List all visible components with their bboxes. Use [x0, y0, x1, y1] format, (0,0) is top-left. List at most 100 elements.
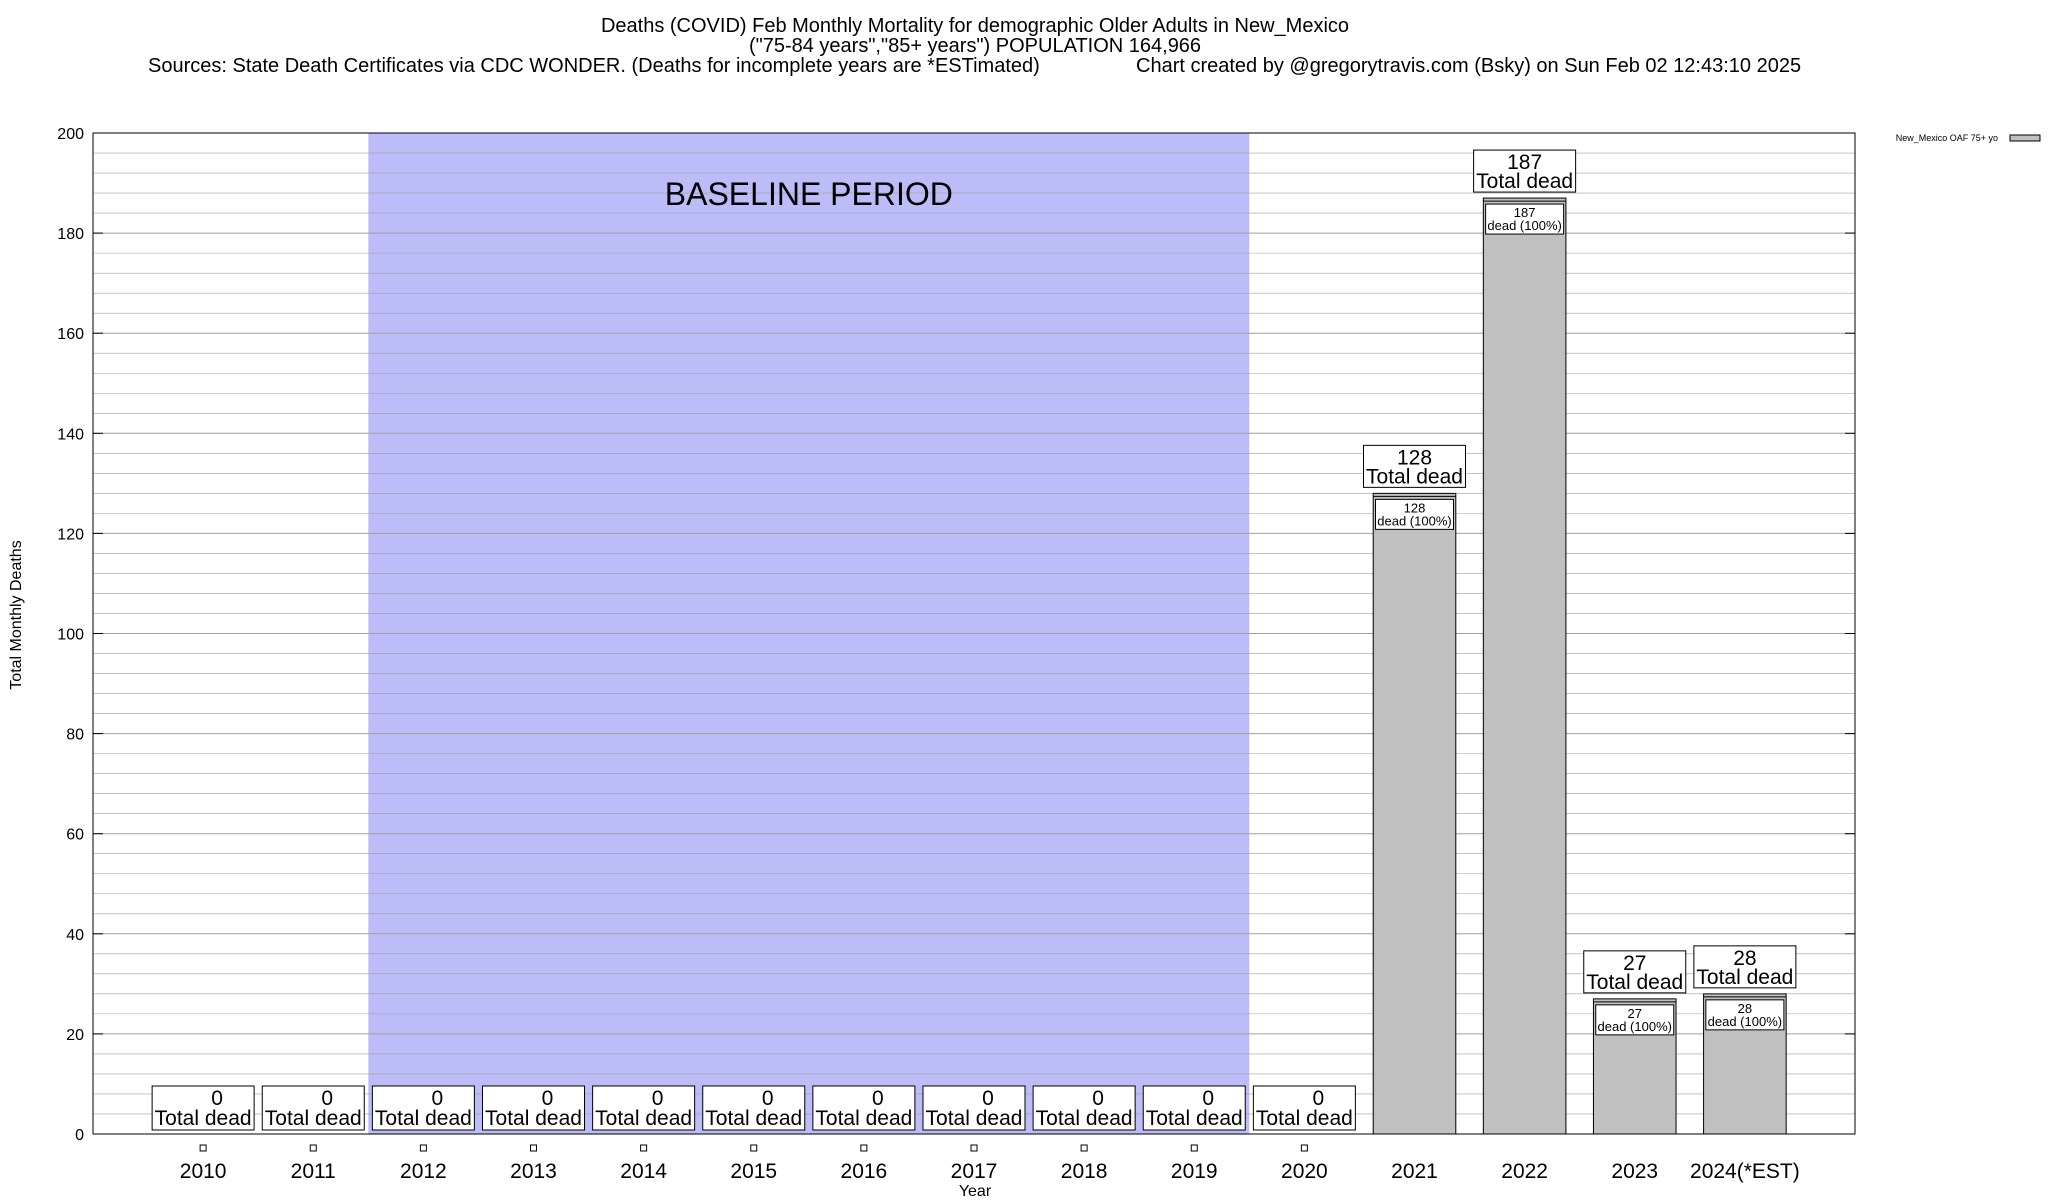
y-tick-label: 80: [66, 727, 84, 744]
bar-pct-box: [1375, 498, 1454, 530]
y-tick-label: 180: [57, 226, 84, 243]
y-axis-label: Total Monthly Deaths: [8, 540, 25, 689]
bar-pct-label: dead (100%): [1487, 218, 1561, 233]
zero-marker: [309, 1144, 317, 1152]
x-axis-label: Year: [959, 1183, 992, 1200]
bar-total-value: 0: [762, 1087, 774, 1110]
bar-pct-value: 187: [1514, 205, 1536, 220]
bar-total-label: Total dead: [1036, 1107, 1133, 1130]
y-tick-label: 160: [57, 326, 84, 343]
bar-pct-value: 28: [1738, 1001, 1752, 1016]
chart-credit: Chart created by @gregorytravis.com (Bsk…: [1136, 55, 1801, 77]
x-tick-label: 2020: [1281, 1160, 1328, 1183]
bar-total-value: 0: [1202, 1087, 1214, 1110]
bar-total-label: Total dead: [1476, 170, 1573, 193]
zero-marker: [530, 1144, 537, 1152]
bar-total-value: 0: [1092, 1087, 1104, 1110]
x-tick-label: 2012: [400, 1160, 447, 1183]
x-tick-label: 2023: [1611, 1160, 1658, 1183]
x-tick-label: 2015: [730, 1160, 777, 1183]
y-tick-label: 200: [57, 126, 84, 143]
bar-total-box: [592, 1085, 696, 1131]
x-tick-label: 2014: [620, 1160, 667, 1183]
x-tick-label: 2017: [951, 1160, 998, 1183]
bar-total-label: Total dead: [595, 1107, 692, 1130]
bar-pct-value: 27: [1628, 1006, 1642, 1021]
bar-total-value: 0: [1313, 1087, 1325, 1110]
bar-total-box: [1142, 1085, 1246, 1131]
bar-total-value: 0: [982, 1087, 994, 1110]
bar-total-box: [261, 1085, 365, 1131]
bar-total-label: Total dead: [1586, 971, 1683, 994]
bar-pct-value: 128: [1404, 500, 1426, 515]
zero-marker: [860, 1144, 868, 1152]
bar-total-label: Total dead: [155, 1107, 252, 1130]
bar-total-box: [1583, 950, 1687, 994]
zero-marker: [419, 1144, 427, 1152]
bar-total-value: 0: [542, 1087, 554, 1110]
bar-total-box: [1252, 1085, 1356, 1131]
bar-pct-label: dead (100%): [1377, 513, 1451, 528]
bar-total-box: [151, 1085, 255, 1131]
x-tick-label: 2024(*EST): [1690, 1160, 1800, 1183]
bar-total-value: 187: [1507, 151, 1542, 174]
x-tick-label: 2022: [1501, 1160, 1548, 1183]
x-tick-label: 2021: [1391, 1160, 1438, 1183]
zero-marker: [750, 1144, 758, 1152]
plot-border: [92, 132, 1856, 1135]
bar-total-value: 27: [1623, 952, 1646, 975]
bar-total-label: Total dead: [1696, 966, 1793, 989]
x-tick-label: 2011: [291, 1160, 336, 1183]
bar-total-box: [371, 1085, 475, 1131]
bar-total-label: Total dead: [926, 1107, 1023, 1130]
chart-sources: Sources: State Death Certificates via CD…: [148, 55, 1040, 77]
bar-total-value: 28: [1733, 947, 1756, 970]
bar-total-value: 128: [1397, 446, 1432, 469]
bar-pct-label: dead (100%): [1708, 1014, 1782, 1029]
x-tick-label: 2016: [841, 1160, 888, 1183]
bar-total-box: [1032, 1085, 1136, 1131]
zero-marker: [1190, 1144, 1198, 1152]
bar-total-label: Total dead: [1146, 1107, 1243, 1130]
bar-pct-box: [1485, 203, 1565, 235]
bar-total-box: [482, 1085, 585, 1131]
bar-total-label: Total dead: [1366, 465, 1463, 488]
bar-total-value: 0: [211, 1087, 223, 1110]
x-tick-label: 2013: [510, 1160, 557, 1183]
bar-total-value: 0: [872, 1087, 884, 1110]
plot-area: BASELINE PERIOD 0 20 40 60 80 100 120 140 160 180 2…: [57, 126, 2041, 1183]
zero-marker: [1080, 1144, 1088, 1152]
bar-pct-box: [1595, 1004, 1675, 1036]
y-tick-label: 40: [66, 927, 84, 944]
bar-total-box: [1473, 149, 1577, 193]
legend-label: New_Mexico OAF 75+ yo: [1896, 133, 1998, 143]
bar-pct-label: dead (100%): [1598, 1019, 1672, 1034]
bar-total-box: [1693, 945, 1797, 989]
bar: [1372, 492, 1457, 1135]
x-tick-label: 2018: [1061, 1160, 1108, 1183]
bar-total-box: [812, 1085, 916, 1131]
chart-title-line1: Deaths (COVID) Feb Monthly Mortality for…: [601, 15, 1349, 37]
chart-title-line2: ("75-84 years","85+ years") POPULATION 1…: [749, 35, 1201, 57]
y-tick-label: 120: [57, 526, 84, 543]
bar-total-box: [702, 1085, 806, 1131]
bar-total-label: Total dead: [265, 1107, 362, 1130]
bar-total-value: 0: [652, 1087, 664, 1110]
x-tick-label: 2010: [180, 1160, 227, 1183]
legend-swatch: [2009, 134, 2041, 142]
y-tick-label: 100: [57, 627, 84, 644]
baseline-label: BASELINE PERIOD: [665, 176, 953, 212]
bar-total-label: Total dead: [375, 1107, 472, 1130]
bar-pct-box: [1705, 999, 1785, 1031]
bar-total-value: 0: [321, 1087, 333, 1110]
y-tick-label: 140: [57, 426, 84, 443]
y-tick-label: 60: [66, 827, 84, 844]
bar-total-box: [1363, 444, 1466, 488]
zero-marker: [199, 1144, 207, 1152]
y-tick-label: 20: [66, 1027, 84, 1044]
x-tick-label: 2019: [1171, 1160, 1218, 1183]
bar-total-value: 0: [432, 1087, 444, 1110]
bar: [1482, 197, 1567, 1135]
bar-total-box: [922, 1085, 1026, 1131]
bar-total-label: Total dead: [705, 1107, 802, 1130]
